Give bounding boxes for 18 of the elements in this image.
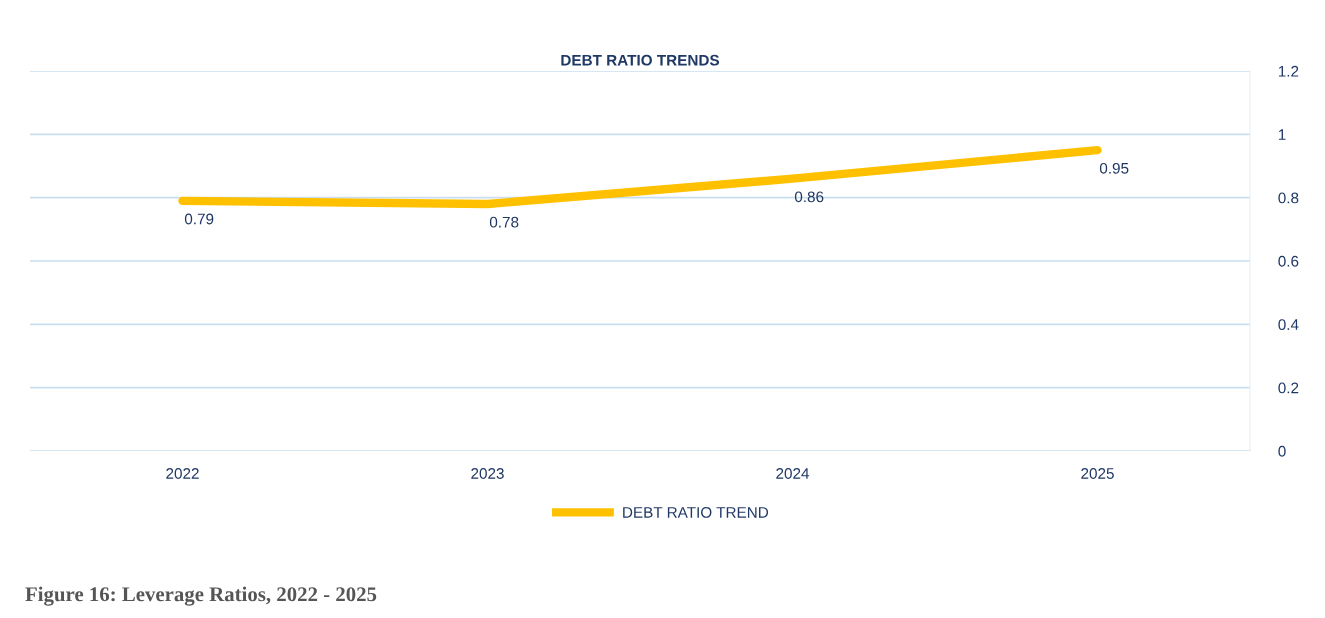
- legend-label: DEBT RATIO TREND: [623, 506, 769, 518]
- x-tick-label: 2025: [1081, 468, 1114, 479]
- data-label: 0.95: [1099, 162, 1129, 174]
- chart-title: DEBT RATIO TRENDS: [561, 54, 720, 66]
- y-tick-label: 0.2: [1278, 382, 1299, 394]
- data-label: 0.78: [489, 216, 519, 228]
- x-tick-label: 2024: [776, 468, 810, 479]
- y-tick-label: 0.6: [1278, 255, 1299, 267]
- data-label: 0.86: [794, 191, 824, 203]
- y-tick-label: 0.8: [1278, 192, 1299, 204]
- y-tick-label: 0: [1278, 445, 1286, 457]
- y-tick-label: 0.4: [1278, 319, 1299, 331]
- y-tick-label: 1: [1278, 129, 1286, 140]
- data-label: 0.79: [184, 213, 214, 225]
- caption: Figure 16: Leverage Ratios, 2022 - 2025: [25, 586, 377, 606]
- y-tick-label: 1.2: [1278, 65, 1299, 77]
- x-tick-label: 2023: [471, 468, 504, 479]
- x-tick-label: 2022: [166, 468, 199, 479]
